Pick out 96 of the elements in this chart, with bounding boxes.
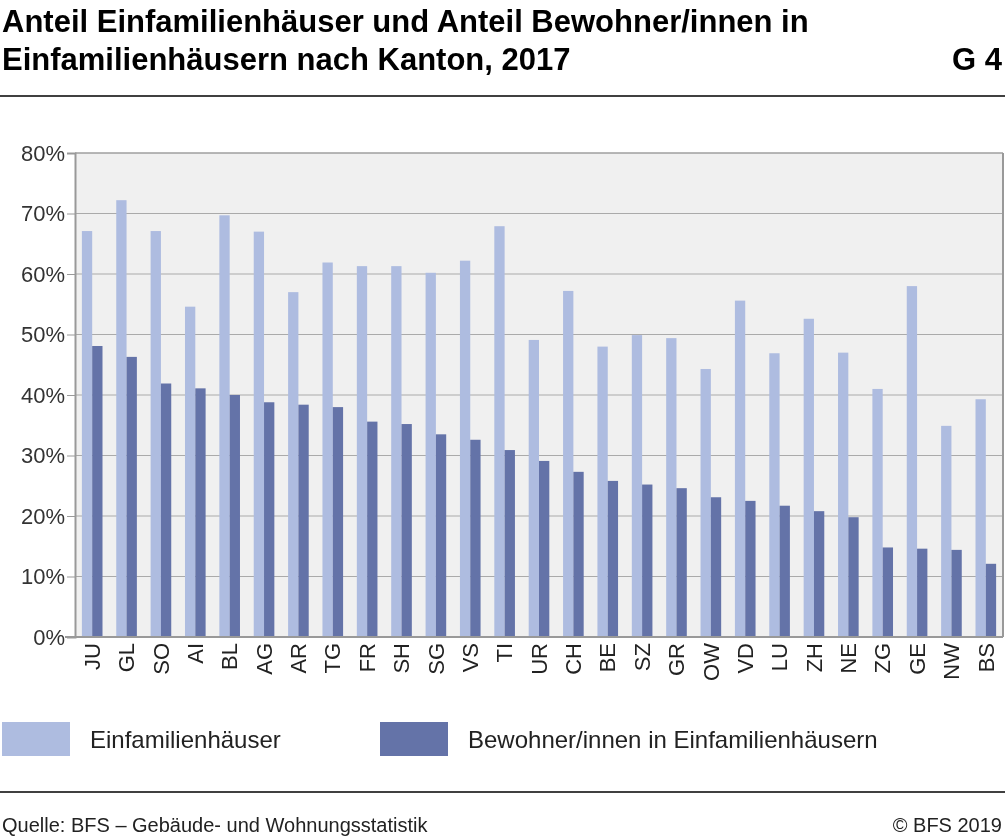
bar bbox=[391, 266, 402, 637]
bar bbox=[539, 460, 550, 637]
bar bbox=[666, 338, 677, 637]
x-tick-label: SO bbox=[148, 643, 174, 675]
bar bbox=[906, 286, 918, 637]
x-tick-label: NW bbox=[939, 642, 965, 680]
bar bbox=[838, 352, 849, 637]
bar bbox=[872, 388, 883, 637]
x-tick-label: FR bbox=[354, 643, 380, 673]
bar bbox=[597, 346, 608, 637]
legend-label: Einfamilienhäuser bbox=[90, 726, 281, 753]
x-tick-label: NE bbox=[836, 643, 862, 674]
bar bbox=[435, 434, 447, 637]
bar bbox=[356, 266, 368, 637]
bar bbox=[676, 488, 687, 637]
bar bbox=[917, 548, 928, 637]
x-tick-label: VD bbox=[732, 643, 758, 674]
bar bbox=[322, 262, 333, 637]
y-tick-label: 60% bbox=[20, 261, 65, 287]
bar bbox=[219, 215, 230, 637]
y-tick-label: 0% bbox=[33, 624, 65, 650]
bar bbox=[367, 421, 378, 637]
bar bbox=[734, 300, 746, 637]
legend-label: Bewohner/innen in Einfamilienhäusern bbox=[468, 726, 878, 753]
x-tick-label: SG bbox=[423, 643, 449, 675]
bar bbox=[528, 339, 539, 637]
bar bbox=[253, 231, 265, 637]
x-tick-label: JU bbox=[79, 643, 105, 670]
bar bbox=[769, 353, 780, 637]
chart-title: Anteil Einfamilienhäuser und Anteil Bewohner/innen in Einfamilienhäusern nach Kanton, 2017 bbox=[2, 4, 809, 77]
bar bbox=[848, 517, 859, 637]
bar bbox=[459, 260, 471, 637]
x-tick-label: LU bbox=[767, 643, 793, 672]
y-tick-label: 40% bbox=[20, 382, 65, 408]
x-tick-label: AR bbox=[286, 643, 312, 674]
bar bbox=[92, 346, 103, 637]
y-tick-label: 50% bbox=[20, 322, 65, 348]
bar bbox=[813, 511, 825, 637]
y-tick-label: 80% bbox=[20, 140, 65, 166]
bar bbox=[710, 497, 722, 637]
y-tick-label: 70% bbox=[20, 201, 65, 227]
x-tick-label: GE bbox=[904, 643, 930, 675]
bar bbox=[184, 306, 196, 637]
text: G 4 bbox=[952, 42, 1003, 77]
bar bbox=[975, 399, 986, 637]
x-tick-label: OW bbox=[698, 642, 724, 681]
bar bbox=[745, 500, 756, 637]
bar bbox=[642, 484, 653, 637]
bar bbox=[470, 439, 481, 637]
x-tick-label: BS bbox=[973, 643, 999, 673]
y-tick-label: 20% bbox=[20, 503, 65, 529]
x-tick-label: AI bbox=[183, 643, 208, 664]
y-tick-label: 10% bbox=[20, 564, 65, 590]
bar bbox=[298, 404, 309, 637]
bar bbox=[401, 424, 412, 637]
bar bbox=[803, 318, 814, 637]
bar bbox=[573, 471, 584, 637]
bar bbox=[504, 450, 515, 637]
bar bbox=[288, 292, 299, 637]
bar bbox=[631, 335, 643, 637]
bar bbox=[126, 356, 137, 637]
bar bbox=[607, 480, 619, 637]
bar bbox=[779, 505, 790, 637]
x-tick-label: ZH bbox=[801, 643, 827, 673]
bar bbox=[160, 383, 172, 637]
bar bbox=[882, 547, 894, 637]
x-tick-label: VS bbox=[457, 643, 483, 673]
bar bbox=[563, 290, 574, 637]
x-tick-label: SZ bbox=[629, 643, 655, 672]
bar bbox=[985, 563, 997, 637]
bar bbox=[425, 272, 436, 637]
text: © BFS 2019 bbox=[892, 814, 1002, 836]
bar bbox=[941, 425, 952, 637]
bar bbox=[700, 368, 711, 637]
bar bbox=[195, 388, 206, 637]
x-tick-label: CH bbox=[561, 643, 587, 675]
x-tick-label: BL bbox=[217, 643, 243, 670]
source-note: Quelle: BFS – Gebäude- und Wohnungsstatistik bbox=[2, 814, 429, 836]
x-tick-label: GL bbox=[114, 643, 140, 673]
x-tick-label: ZG bbox=[870, 643, 896, 674]
bar bbox=[494, 226, 505, 637]
bar bbox=[264, 402, 275, 637]
bar bbox=[951, 549, 962, 637]
bar bbox=[116, 200, 127, 637]
x-tick-label: TI bbox=[492, 643, 518, 663]
y-tick-label: 30% bbox=[20, 443, 65, 469]
x-tick-label: TG bbox=[320, 643, 346, 674]
x-tick-label: GR bbox=[664, 643, 690, 676]
bar bbox=[332, 407, 344, 637]
x-tick-label: UR bbox=[526, 643, 552, 675]
x-tick-label: AG bbox=[251, 643, 277, 675]
bar bbox=[150, 231, 161, 637]
x-tick-label: BE bbox=[595, 643, 621, 673]
bar bbox=[229, 395, 240, 637]
bar bbox=[81, 231, 93, 637]
x-tick-label: SH bbox=[389, 643, 415, 674]
